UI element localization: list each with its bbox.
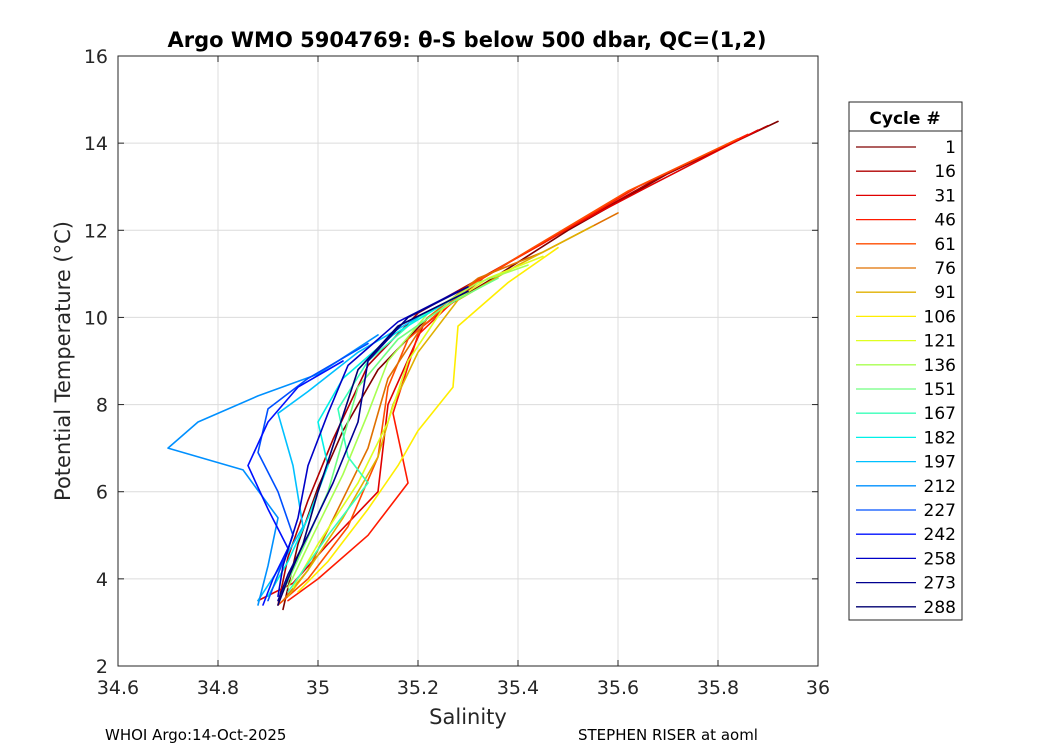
legend-label-cycle-167: 167 [924,404,956,424]
y-axis-ticks: 2 4 6 8 10 12 14 16 [84,46,818,678]
legend-label-cycle-91: 91 [934,283,956,303]
legend: Cycle # 11631466176911061211361511671821… [848,101,963,621]
x-tick-label: 35 [306,677,330,699]
y-tick-label: 4 [96,569,108,591]
legend-label-cycle-136: 136 [924,356,956,376]
legend-label-cycle-121: 121 [924,332,956,352]
series-line-cycle-242 [247,360,344,606]
legend-label-cycle-182: 182 [924,428,956,448]
y-tick-label: 12 [84,220,108,242]
legend-label-cycle-258: 258 [924,549,956,569]
series-line-cycle-106 [297,246,559,593]
legend-label-cycle-288: 288 [924,598,956,618]
x-tick-label: 36 [806,677,830,699]
legend-label-cycle-227: 227 [924,501,956,521]
plot-area: 34.6 34.8 35 35.2 35.4 35.6 35.8 36 2 4 6 8 10 12 14 1… [84,46,830,699]
y-tick-label: 14 [84,133,108,155]
y-tick-label: 6 [96,482,108,504]
x-axis-ticks: 34.6 34.8 35 35.2 35.4 35.6 35.8 36 [97,56,830,699]
legend-label-cycle-106: 106 [924,307,956,327]
x-tick-label: 34.6 [97,677,139,699]
legend-label-cycle-16: 16 [934,162,956,182]
y-tick-label: 10 [84,307,108,329]
y-tick-label: 16 [84,46,108,68]
series-line-cycle-227 [257,342,369,602]
x-tick-label: 35.6 [597,677,639,699]
legend-label-cycle-242: 242 [924,525,956,545]
legend-title: Cycle # [869,109,940,129]
legend-label-cycle-1: 1 [945,138,956,158]
footer-left: WHOI Argo:14-Oct-2025 [105,726,286,744]
legend-label-cycle-212: 212 [924,477,956,497]
y-tick-label: 8 [96,395,108,417]
x-tick-label: 35.8 [697,677,739,699]
x-tick-label: 34.8 [197,677,239,699]
y-axis-label: Potential Temperature (°C) [51,221,75,501]
x-tick-label: 35.4 [497,677,539,699]
legend-label-cycle-46: 46 [934,211,956,231]
plot-background [118,56,818,666]
legend-label-cycle-197: 197 [924,453,956,473]
plot-frame [117,55,819,667]
legend-label-cycle-76: 76 [934,259,956,279]
chart-title: Argo WMO 5904769: θ-S below 500 dbar, QC… [168,28,767,52]
series-line-cycle-212 [167,334,379,606]
series-line-cycle-258 [277,290,459,598]
legend-label-cycle-31: 31 [934,186,956,206]
legend-label-cycle-61: 61 [934,235,956,255]
series-line-cycle-46 [287,133,749,602]
data-series [167,120,779,611]
legend-label-cycle-151: 151 [924,380,956,400]
series-line-cycle-136 [287,264,529,589]
series-line-cycle-121 [292,255,544,589]
legend-label-cycle-273: 273 [924,574,956,594]
footer-right: STEPHEN RISER at aoml [578,726,758,744]
series-line-cycle-151 [282,277,499,593]
x-axis-label: Salinity [429,705,507,729]
legend-entries: 1 16 31 46 61 76 91 106 121 136 151 167 182 197 212 227… [856,138,956,618]
y-tick-label: 2 [96,656,108,678]
x-tick-label: 35.2 [397,677,439,699]
series-line-cycle-288 [277,290,469,606]
